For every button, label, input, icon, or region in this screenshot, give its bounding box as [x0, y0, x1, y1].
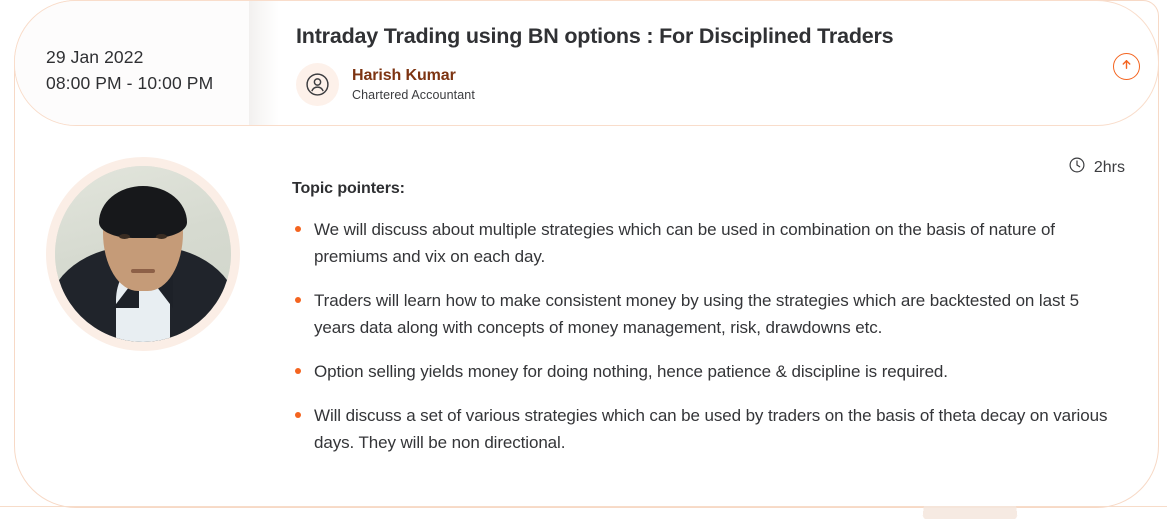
- list-item: Traders will learn how to make consisten…: [292, 287, 1122, 341]
- date-column: [15, 1, 249, 125]
- speaker-photo-ring: [46, 157, 240, 351]
- arrow-up-circle-icon: [1120, 58, 1133, 76]
- list-item: Option selling yields money for doing no…: [292, 358, 1122, 385]
- session-time-range: 08:00 PM - 10:00 PM: [46, 73, 214, 93]
- session-duration: 2hrs: [1068, 156, 1125, 179]
- collapse-session-button[interactable]: [1113, 53, 1140, 80]
- next-card-peek[interactable]: [922, 506, 1018, 519]
- speaker-meta: Harish Kumar Chartered Accountant: [352, 67, 475, 102]
- session-duration-label: 2hrs: [1093, 158, 1125, 176]
- session-card-header: [14, 0, 1159, 126]
- session-datetime: 29 Jan 2022 08:00 PM - 10:00 PM: [46, 44, 213, 96]
- speaker-row: Harish Kumar Chartered Accountant: [296, 63, 475, 106]
- session-title: Intraday Trading using BN options : For …: [296, 24, 894, 48]
- speaker-role: Chartered Accountant: [352, 88, 475, 102]
- page-divider: [0, 506, 1167, 507]
- session-date: 29 Jan 2022: [46, 47, 144, 67]
- session-content: Topic pointers: We will discuss about mu…: [292, 180, 1122, 456]
- user-circle-icon: [296, 63, 339, 106]
- list-item: Will discuss a set of various strategies…: [292, 402, 1122, 456]
- clock-icon: [1068, 156, 1086, 179]
- list-item: We will discuss about multiple strategie…: [292, 216, 1122, 270]
- header-divider: [249, 1, 279, 125]
- speaker-name[interactable]: Harish Kumar: [352, 67, 456, 84]
- speaker-photo: [55, 166, 231, 342]
- topic-pointers-heading: Topic pointers:: [292, 180, 405, 197]
- topic-pointers-list: We will discuss about multiple strategie…: [292, 216, 1122, 456]
